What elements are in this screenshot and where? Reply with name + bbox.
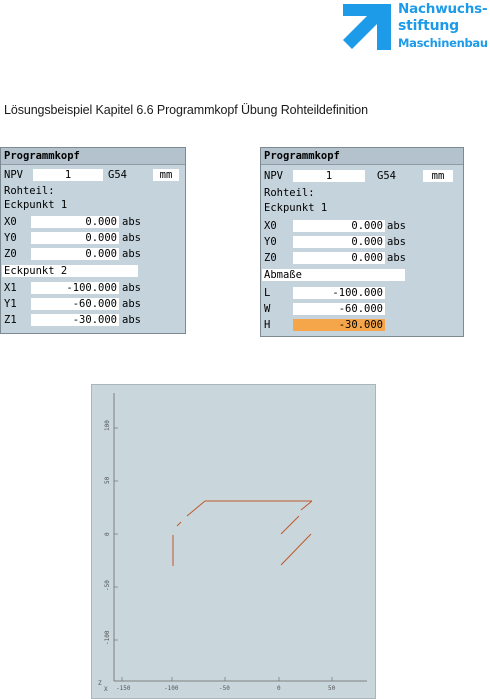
x-tick-50: 50 [328, 685, 336, 692]
npv-field[interactable]: 1 [293, 170, 365, 182]
x0-label: X0 [264, 220, 277, 232]
z0-field[interactable]: 0.000 [293, 252, 385, 264]
logo-line-2: stiftung [398, 18, 459, 34]
npv-field[interactable]: 1 [33, 169, 103, 181]
y1-label: Y1 [4, 298, 17, 310]
y0-field[interactable]: 0.000 [293, 236, 385, 248]
panel-title: Programmkopf [261, 148, 463, 165]
logo-arrow-icon [343, 4, 393, 50]
x-tick-neg100: -100 [164, 685, 179, 692]
page-heading: Lösungsbeispiel Kapitel 6.6 Programmkopf… [4, 103, 368, 117]
blank-label: Rohteil: [4, 185, 55, 197]
z0-label: Z0 [264, 252, 277, 264]
logo-line-3: Maschinenbau [398, 36, 488, 50]
z0-abs-label: abs [387, 252, 406, 264]
y-tick-50: 50 [104, 476, 111, 484]
height-label: H [264, 319, 271, 331]
z1-abs-label: abs [122, 314, 141, 326]
width-field[interactable]: -60.000 [293, 303, 385, 315]
y1-abs-label: abs [122, 298, 141, 310]
width-label: W [264, 303, 271, 315]
y0-label: Y0 [4, 232, 17, 244]
y-tick-100: 100 [104, 420, 111, 431]
y-tick-0: 0 [104, 532, 111, 536]
unit-select[interactable]: mm [423, 170, 453, 182]
program-header-panel-right: Programmkopf NPV 1 G54 mm Rohteil: Eckpu… [260, 147, 464, 337]
zero-offset-value: G54 [377, 170, 396, 182]
x-tick-neg50: -50 [219, 685, 230, 692]
unit-select[interactable]: mm [153, 169, 179, 181]
x-tick-neg150: -150 [116, 685, 131, 692]
length-label: L [264, 287, 271, 299]
logo-text: Nachwuchs- stiftung Maschinenbau [398, 1, 488, 52]
y0-abs-label: abs [387, 236, 406, 248]
axis-corner-z: Z [98, 680, 102, 687]
axis-corner-x: X [104, 686, 108, 693]
program-header-panel-left: Programmkopf NPV 1 G54 mm Rohteil: Eckpu… [0, 147, 186, 334]
height-field[interactable]: -30.000 [293, 319, 385, 331]
x0-abs-label: abs [122, 216, 141, 228]
npv-label: NPV [4, 169, 23, 181]
y0-abs-label: abs [122, 232, 141, 244]
dimensions-select[interactable]: Abmaße [262, 269, 405, 281]
blank-simulation-view: 100 50 0 -50 -100 -150 -100 -50 0 50 Z X [91, 384, 376, 699]
x0-label: X0 [4, 216, 17, 228]
z1-label: Z1 [4, 314, 17, 326]
corner-2-select[interactable]: Eckpunkt 2 [2, 265, 138, 277]
length-field[interactable]: -100.000 [293, 287, 385, 299]
blank-label: Rohteil: [264, 187, 315, 199]
x1-field[interactable]: -100.000 [31, 282, 119, 294]
x-tick-0: 0 [277, 685, 281, 692]
panel-title: Programmkopf [1, 148, 185, 165]
z0-field[interactable]: 0.000 [31, 248, 119, 260]
y-tick-neg100: -100 [104, 630, 111, 645]
x0-abs-label: abs [387, 220, 406, 232]
corner-1-label: Eckpunkt 1 [4, 199, 68, 211]
blank-outline [172, 500, 313, 566]
x0-field[interactable]: 0.000 [31, 216, 119, 228]
x1-abs-label: abs [122, 282, 141, 294]
y0-label: Y0 [264, 236, 277, 248]
x0-field[interactable]: 0.000 [293, 220, 385, 232]
z1-field[interactable]: -30.000 [31, 314, 119, 326]
npv-label: NPV [264, 170, 283, 182]
zero-offset-value: G54 [108, 169, 127, 181]
x1-label: X1 [4, 282, 17, 294]
y-tick-neg50: -50 [104, 580, 111, 591]
y0-field[interactable]: 0.000 [31, 232, 119, 244]
y1-field[interactable]: -60.000 [31, 298, 119, 310]
z0-abs-label: abs [122, 248, 141, 260]
logo-line-1: Nachwuchs- [398, 1, 488, 17]
z0-label: Z0 [4, 248, 17, 260]
corner-1-label: Eckpunkt 1 [264, 202, 328, 214]
